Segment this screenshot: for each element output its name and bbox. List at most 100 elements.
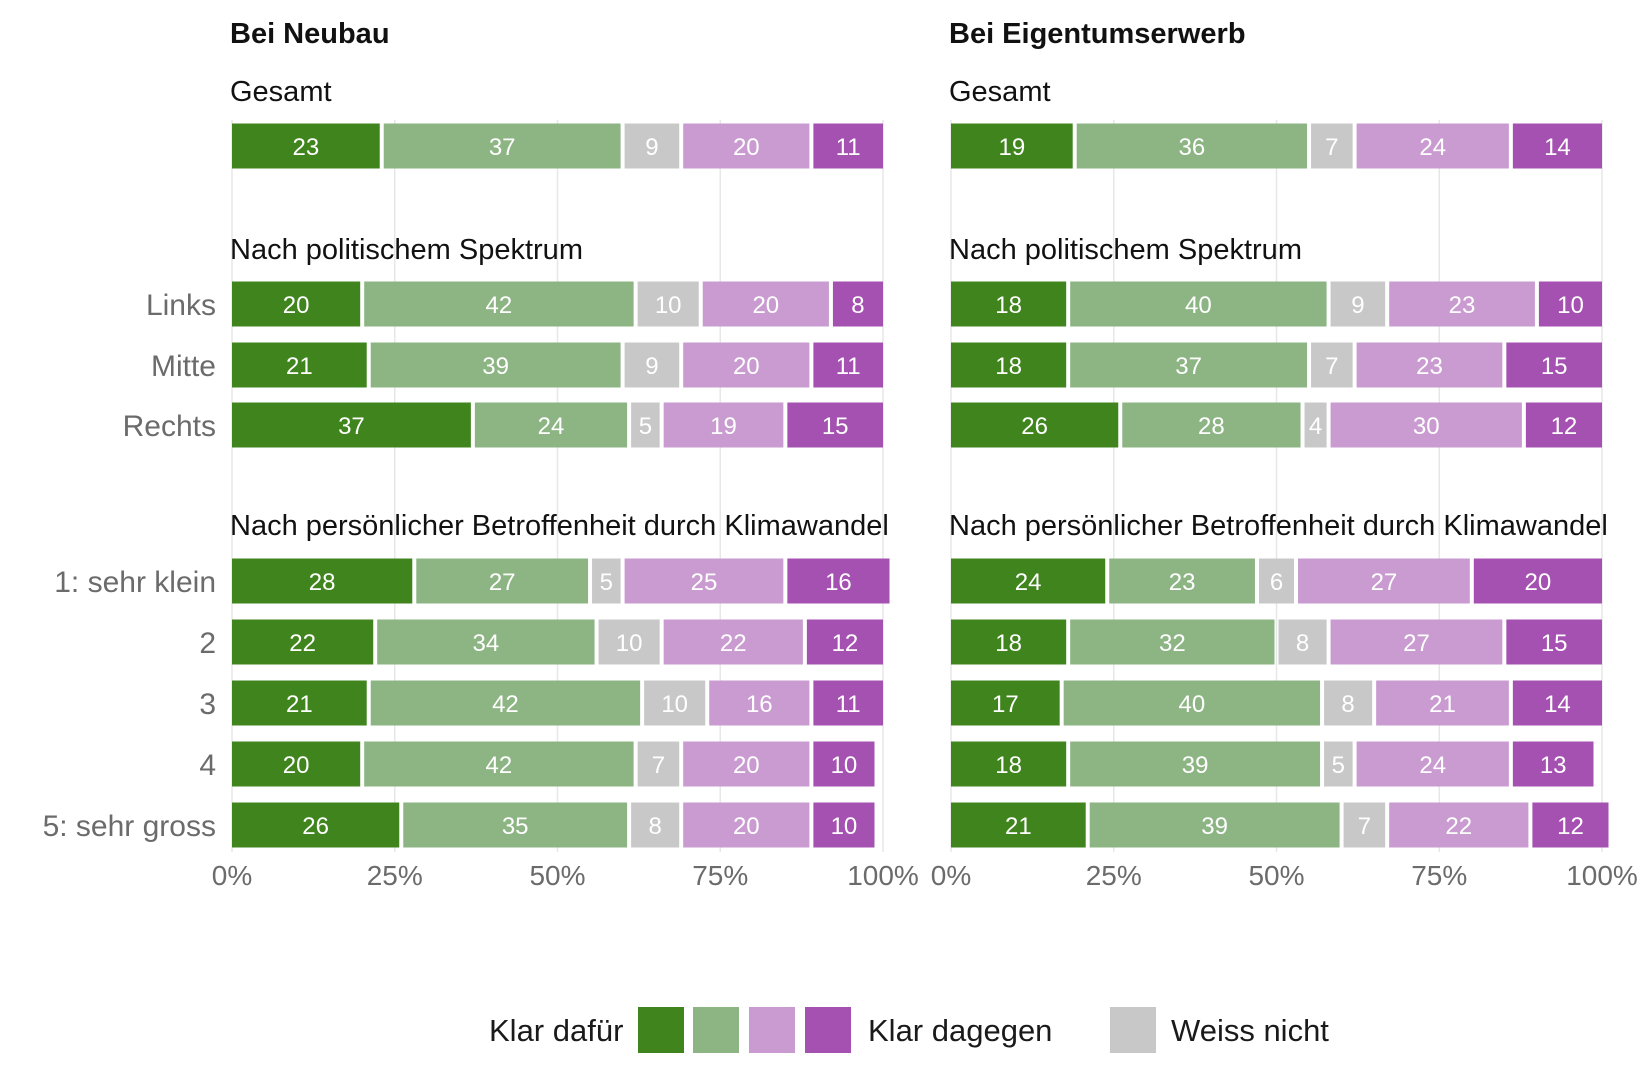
value-label: 21: [1429, 691, 1456, 718]
value-label: 39: [1182, 752, 1209, 779]
value-label: 9: [645, 353, 658, 380]
row-label: 4: [199, 749, 216, 782]
bar-segment: [1389, 802, 1529, 848]
x-tick-label: 75%: [1411, 860, 1467, 891]
bar-segment: [683, 342, 810, 388]
value-label: 8: [648, 813, 661, 840]
bar-segment: [370, 342, 621, 388]
value-label: 32: [1159, 630, 1186, 657]
bar-segment: [1512, 123, 1602, 169]
value-label: 20: [1525, 569, 1552, 596]
bar-segment: [951, 680, 1060, 726]
bar-segment: [951, 619, 1067, 665]
bar-segment: [1538, 281, 1602, 327]
group-title: Nach persönlicher Betroffenheit durch Kl…: [230, 510, 889, 542]
legend-swatch-eher-dagegen: [749, 1007, 795, 1053]
value-label: 20: [752, 292, 779, 319]
bar-segment: [951, 342, 1067, 388]
legend-left-label: Klar dafür: [489, 1013, 624, 1048]
legend-swatch-klar-dagegen: [805, 1007, 851, 1053]
value-label: 5: [1332, 752, 1345, 779]
value-label: 11: [836, 134, 861, 161]
x-tick-label: 0%: [931, 860, 971, 891]
bar-segment: [364, 741, 634, 787]
row-label: 1: sehr klein: [54, 566, 216, 599]
bar-segment: [232, 342, 367, 388]
bar-segment: [1506, 342, 1602, 388]
bar-segment: [637, 741, 680, 787]
bar-segment: [370, 680, 641, 726]
value-label: 22: [1445, 813, 1472, 840]
bar-segment: [813, 802, 875, 848]
value-label: 24: [1015, 569, 1042, 596]
value-label: 10: [1557, 292, 1584, 319]
bar-segment: [232, 802, 400, 848]
value-label: 16: [825, 569, 852, 596]
bar-segment: [663, 619, 803, 665]
value-label: 34: [473, 630, 500, 657]
value-label: 18: [995, 630, 1022, 657]
value-label: 22: [289, 630, 316, 657]
bar-segment: [1089, 802, 1340, 848]
value-label: 27: [489, 569, 516, 596]
bar-segment: [683, 802, 810, 848]
value-label: 5: [600, 569, 613, 596]
bar-segment: [1076, 123, 1308, 169]
bar-segment: [637, 281, 699, 327]
value-label: 25: [691, 569, 718, 596]
x-tick-label: 25%: [1086, 860, 1142, 891]
value-label: 23: [1449, 292, 1476, 319]
bar-segment: [1525, 402, 1602, 448]
bar-segment: [624, 342, 680, 388]
bar-segment: [1324, 680, 1373, 726]
value-label: 19: [710, 413, 737, 440]
value-label: 13: [1540, 752, 1567, 779]
bar-segment: [1512, 741, 1594, 787]
bar-segment: [1330, 402, 1522, 448]
value-label: 24: [1419, 134, 1446, 161]
bar-segment: [951, 802, 1086, 848]
value-label: 8: [1341, 691, 1354, 718]
value-label: 5: [639, 413, 652, 440]
x-tick-label: 50%: [529, 860, 585, 891]
value-label: 10: [831, 752, 858, 779]
value-label: 26: [302, 813, 329, 840]
bar-segment: [1376, 680, 1509, 726]
value-label: 20: [733, 134, 760, 161]
value-label: 15: [1541, 630, 1568, 657]
row-label: 5: sehr gross: [43, 810, 216, 843]
bar-segment: [592, 558, 621, 604]
bar-segment: [232, 281, 361, 327]
value-label: 7: [652, 752, 665, 779]
bar-segment: [787, 558, 890, 604]
value-label: 42: [486, 752, 513, 779]
bar-segment: [232, 741, 361, 787]
bar-segment: [1070, 342, 1308, 388]
value-label: 22: [720, 630, 747, 657]
bar-segment: [1070, 281, 1327, 327]
legend-neutral-label: Weiss nicht: [1171, 1013, 1329, 1048]
value-label: 39: [482, 353, 509, 380]
bar-segment: [1258, 558, 1295, 604]
bar-segment: [1063, 680, 1321, 726]
bar-segment: [232, 123, 380, 169]
bar-segment: [1512, 680, 1602, 726]
value-label: 8: [1296, 630, 1309, 657]
value-label: 7: [1325, 134, 1338, 161]
value-label: 15: [822, 413, 849, 440]
value-label: 11: [836, 691, 861, 718]
bar-segment: [1311, 342, 1353, 388]
bar-segment: [232, 558, 413, 604]
bar-segment: [232, 680, 367, 726]
value-label: 35: [502, 813, 529, 840]
value-label: 36: [1179, 134, 1206, 161]
value-label: 12: [1557, 813, 1584, 840]
value-label: 21: [286, 353, 313, 380]
value-label: 23: [1416, 353, 1443, 380]
bar-segment: [1278, 619, 1327, 665]
row-label: 3: [199, 688, 216, 721]
bar-segment: [787, 402, 883, 448]
bar-segment: [1298, 558, 1470, 604]
value-label: 21: [286, 691, 313, 718]
bar-segment: [1343, 802, 1386, 848]
